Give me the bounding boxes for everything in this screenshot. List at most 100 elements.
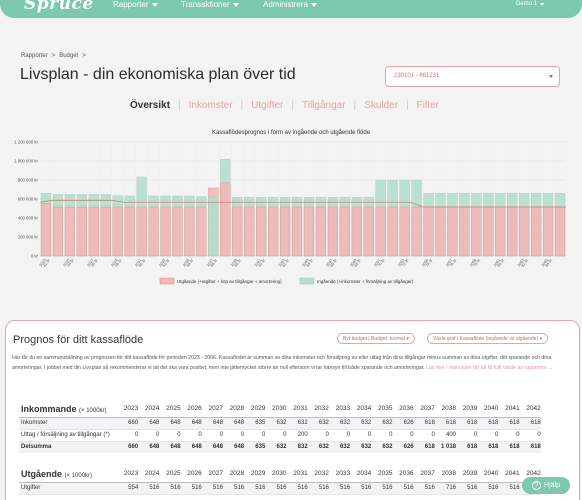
table-cell: 0 bbox=[117, 429, 139, 442]
tab-skulder[interactable]: Skulder bbox=[364, 100, 399, 111]
x-tick-label: 74 år bbox=[425, 258, 434, 268]
table-cell: 618 bbox=[477, 440, 499, 453]
tab-inkomster[interactable]: Inkomster bbox=[188, 100, 233, 111]
table-cell: 0 bbox=[413, 429, 435, 442]
table-cell: 0 bbox=[350, 429, 372, 442]
x-tick-label: 2065 bbox=[541, 258, 549, 267]
table-cell: 618 bbox=[434, 417, 456, 430]
x-tick-label: 44 år bbox=[66, 258, 75, 268]
table-cell: 626 bbox=[392, 417, 414, 430]
x-tick-label: 50 år bbox=[138, 258, 147, 268]
x-tick-label: 68 år bbox=[353, 258, 362, 268]
table-cell: 648 bbox=[222, 440, 245, 453]
year-header: 2037 bbox=[413, 466, 435, 483]
help-button[interactable]: ? Hjälp bbox=[522, 477, 570, 494]
x-tick-label: 2039 bbox=[230, 258, 238, 267]
chart-bar bbox=[363, 206, 374, 257]
breadcrumb-rapporter[interactable]: Rapporter bbox=[21, 53, 48, 59]
year-header: 2027 bbox=[201, 466, 223, 483]
table-cell: 716 bbox=[434, 482, 456, 495]
budget-period-select[interactable]: 230101 - 661231 bbox=[385, 66, 560, 87]
x-tick-label: 2037 bbox=[206, 258, 214, 267]
manual-link[interactable]: Läs mer i manualen för att få fullt värd… bbox=[426, 364, 554, 371]
year-header: 2024 bbox=[138, 401, 160, 418]
table-cell: 0 bbox=[244, 429, 266, 442]
year-header: 2034 bbox=[350, 466, 372, 483]
table-cell: 632 bbox=[265, 440, 287, 453]
y-tick-label: 600 000 kr bbox=[18, 197, 39, 202]
table-row: Uttag / försäljning av tillgångar (*) 0 0 0… bbox=[19, 429, 541, 442]
tab-tillgangar[interactable]: Tillgångar bbox=[302, 100, 346, 111]
chart-bar bbox=[531, 206, 542, 257]
table-cell: 632 bbox=[307, 440, 329, 453]
nav-rapporter[interactable]: Rapporter bbox=[113, 0, 158, 9]
legend-label: Ingående (+inkomster + försäljning av ti… bbox=[317, 278, 414, 284]
legend-swatch bbox=[159, 277, 175, 285]
table-cell: 200 bbox=[286, 429, 308, 442]
x-tick-label: 2057 bbox=[445, 258, 453, 267]
table-cell: 648 bbox=[222, 417, 245, 430]
breadcrumb-budget[interactable]: Budget bbox=[59, 53, 79, 59]
chart-bar bbox=[459, 206, 470, 257]
table-cell: 618 bbox=[519, 440, 541, 453]
year-header: 2025 bbox=[159, 466, 181, 483]
chart-bar bbox=[399, 206, 410, 257]
table-cell: 0 bbox=[307, 429, 329, 442]
description-text: Här får du en sammanställning av prognos… bbox=[12, 355, 552, 371]
table-cell: 618 bbox=[456, 440, 478, 453]
tab-utgifter[interactable]: Utgifter bbox=[251, 100, 284, 111]
x-tick-label: 46 år bbox=[90, 258, 99, 268]
row-label: Uttag / försäljning av tillgångar (*) bbox=[19, 429, 117, 442]
tab-separator: | bbox=[178, 100, 181, 111]
user-menu[interactable]: Demo 1 bbox=[516, 0, 544, 8]
nav-administrera[interactable]: Administrera bbox=[263, 0, 317, 9]
x-tick-label: 72 år bbox=[401, 258, 410, 268]
legend-label: Utgående (+utgifter + köp av tillgångar … bbox=[177, 278, 282, 284]
table-cell: 516 bbox=[244, 482, 266, 495]
chart-bar bbox=[64, 206, 75, 257]
year-header: 2026 bbox=[180, 466, 202, 483]
table-cell: 0 bbox=[371, 429, 393, 442]
table-cell: 516 bbox=[392, 482, 414, 495]
outgoing-table: Utgående (× 1000kr) 2023 2024 2025 2026 2027 2… bbox=[19, 466, 541, 495]
chart-bar bbox=[423, 206, 434, 257]
x-tick-label: 42 år bbox=[43, 258, 52, 268]
x-tick-label: 2063 bbox=[517, 258, 525, 267]
breadcrumb-separator: > bbox=[51, 53, 56, 59]
table-cell: 660 bbox=[117, 417, 139, 430]
nav-transaktioner[interactable]: Transaktioner bbox=[181, 0, 239, 9]
table-cell: 648 bbox=[180, 417, 202, 430]
x-tick-label: 2023 bbox=[39, 258, 47, 267]
change-budget-button[interactable]: Byt budget | Budget: normal ▾ bbox=[337, 333, 415, 344]
tab-oversikt[interactable]: Översikt bbox=[130, 100, 171, 111]
spruce-logo[interactable]: Spruce bbox=[24, 0, 94, 14]
year-header: 2039 bbox=[456, 401, 478, 418]
chart-bar bbox=[208, 197, 219, 257]
table-cell: 660 bbox=[117, 440, 139, 453]
x-tick-label: 2031 bbox=[134, 258, 142, 267]
table-cell: 0 bbox=[498, 429, 520, 442]
tab-filter[interactable]: Filter bbox=[416, 100, 439, 111]
tab-separator: | bbox=[406, 100, 409, 111]
table-cell: 632 bbox=[371, 417, 393, 430]
table-cell: 632 bbox=[328, 417, 351, 430]
switch-graph-button[interactable]: Växla graf | Kassaflöde (ingående vs utg… bbox=[427, 333, 549, 344]
year-header: 2025 bbox=[159, 401, 181, 418]
x-tick-label: 2045 bbox=[302, 258, 310, 267]
year-header: 2038 bbox=[434, 401, 456, 418]
year-header: 2033 bbox=[328, 466, 351, 483]
table-cell: 618 bbox=[413, 417, 435, 430]
chart-bar bbox=[172, 206, 183, 257]
x-tick-label: 2035 bbox=[182, 258, 190, 267]
year-header: 2027 bbox=[201, 401, 223, 418]
table-cell: 516 bbox=[498, 482, 520, 495]
chart-bar bbox=[268, 206, 279, 257]
year-header: 2023 bbox=[117, 466, 139, 483]
chart-bar bbox=[471, 206, 482, 257]
chart-bar bbox=[519, 206, 530, 257]
switch-graph-label: Växla graf | Kassaflöde (ingående vs utg… bbox=[433, 336, 539, 342]
chevron-down-icon bbox=[540, 2, 544, 6]
year-header: 2031 bbox=[286, 466, 308, 483]
year-header: 2030 bbox=[265, 401, 287, 418]
table-cell: 516 bbox=[159, 482, 181, 495]
